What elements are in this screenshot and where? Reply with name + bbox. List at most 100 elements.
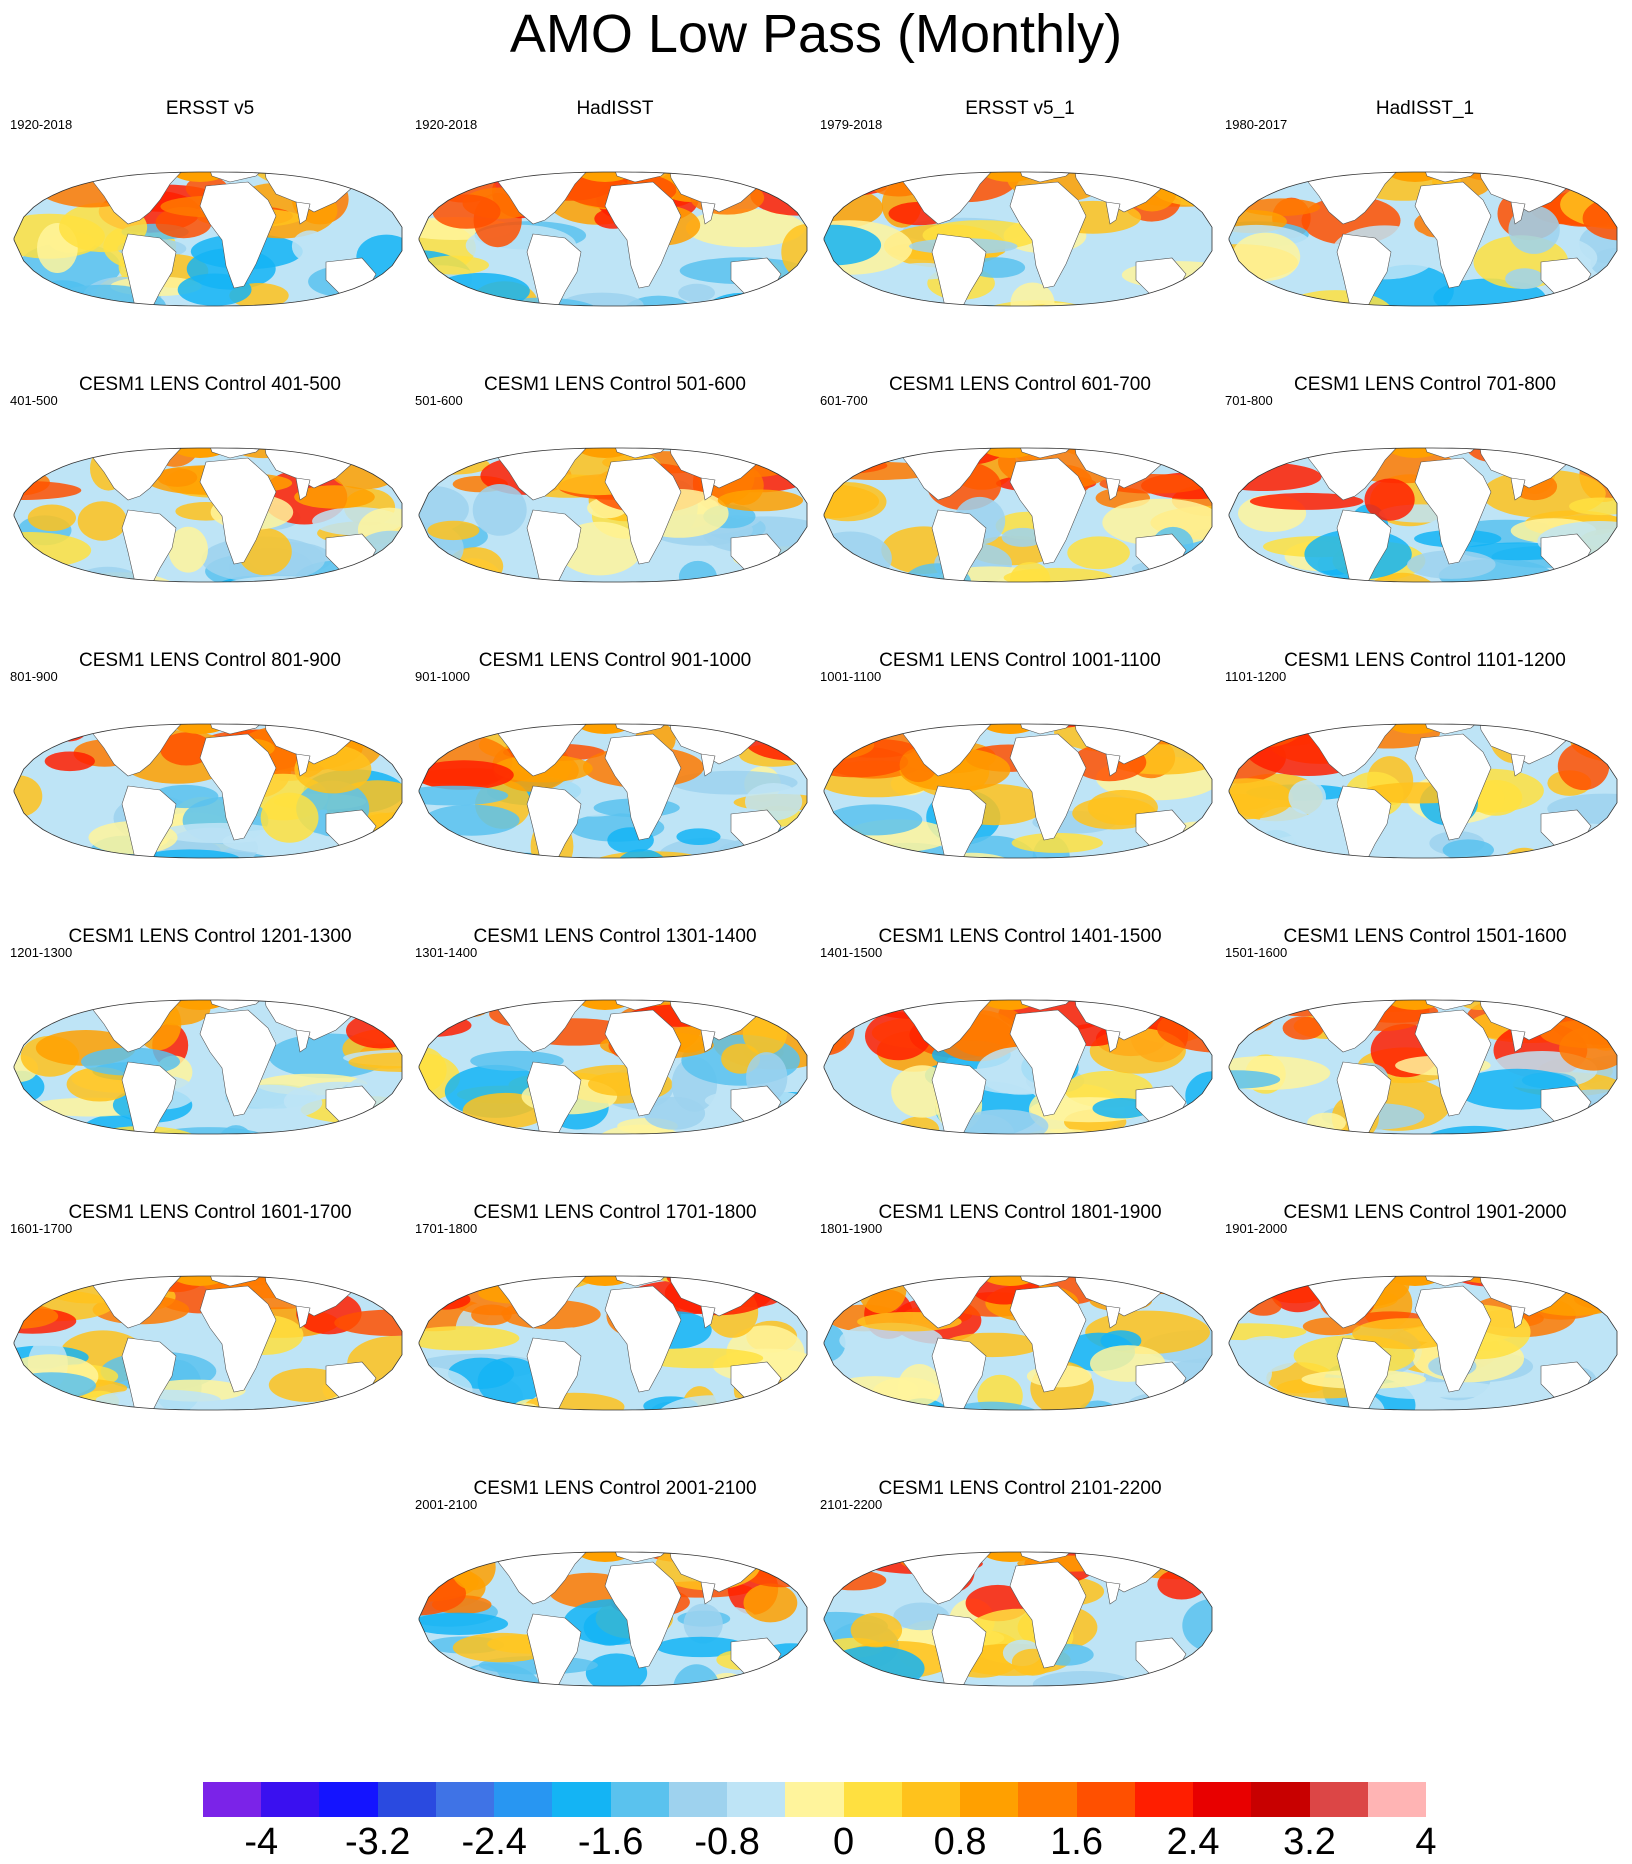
anomaly-blob: [296, 302, 377, 306]
anomaly-blob: [88, 1423, 198, 1461]
land-south-america: [121, 1061, 177, 1134]
world-map: [823, 412, 1213, 642]
anomaly-blob: [1164, 860, 1219, 880]
anomaly-blob: [1273, 1237, 1364, 1267]
anomaly-blob: [711, 1000, 759, 1002]
anomaly-blob: [225, 1424, 305, 1470]
anomaly-blob: [1442, 839, 1495, 858]
anomaly-blob: [1225, 701, 1312, 721]
map-panel: ERSST v5_1 1979-2018: [820, 98, 1220, 360]
sst-anomaly-field: [820, 1276, 1212, 1451]
sst-anomaly-field: [824, 172, 1212, 353]
map-panel: CESM1 LENS Control 1901-2000 1901-2000: [1225, 1202, 1625, 1464]
anomaly-blob: [381, 821, 402, 851]
anomaly-blob: [59, 1276, 114, 1278]
north-atlantic-anomaly: [986, 704, 1026, 724]
anomaly-blob: [705, 1552, 778, 1557]
panel-period-label: 801-900: [10, 669, 58, 684]
panel-title: CESM1 LENS Control 601-700: [889, 374, 1151, 395]
anomaly-blob: [960, 1686, 998, 1709]
land-india: [1510, 753, 1526, 777]
anomaly-blob: [419, 455, 490, 475]
anomaly-blob: [824, 1646, 925, 1686]
panel-period-label: 1901-2000: [1225, 1221, 1288, 1236]
anomaly-blob: [820, 1429, 924, 1451]
land-africa: [1414, 181, 1492, 289]
land-africa: [604, 1285, 682, 1393]
anomaly-blob: [301, 1127, 389, 1134]
anomaly-blob: [1493, 330, 1578, 358]
anomaly-blob: [872, 1377, 940, 1408]
anomaly-blob: [168, 526, 208, 573]
north-atlantic-anomaly: [184, 1259, 204, 1269]
anomaly-blob: [1395, 132, 1510, 163]
anomaly-blob: [472, 1000, 590, 1004]
anomaly-blob: [824, 172, 878, 185]
anomaly-blob: [853, 412, 938, 448]
land-greenland: [601, 1230, 651, 1258]
anomaly-blob: [1083, 599, 1178, 642]
world-map: [820, 1551, 1213, 1742]
anomaly-blob: [824, 1276, 890, 1296]
sst-anomaly-field: [1225, 688, 1617, 858]
north-atlantic-anomaly: [581, 1532, 621, 1552]
anomaly-blob: [711, 696, 755, 712]
land-africa: [1414, 1009, 1492, 1117]
anomaly-blob: [1003, 567, 1113, 582]
north-atlantic-anomaly: [589, 707, 609, 717]
anomaly-blob: [29, 1397, 75, 1410]
anomaly-blob: [1001, 527, 1044, 547]
map-panel: CESM1 LENS Control 1601-1700 1601-1700: [10, 1202, 410, 1464]
map-outline: [418, 447, 808, 583]
anomaly-blob: [1082, 306, 1128, 335]
map-panel: CESM1 LENS Control 2001-2100 2001-2100: [415, 1478, 815, 1740]
anomaly-blob: [1158, 1137, 1220, 1162]
land-africa: [604, 181, 682, 289]
anomaly-blob: [1395, 594, 1448, 612]
anomaly-blob: [1364, 478, 1415, 521]
anomaly-blob: [44, 751, 95, 772]
anomaly-blob: [703, 292, 778, 306]
panel-period-label: 1301-1400: [415, 945, 478, 960]
anomaly-blob: [1596, 172, 1617, 201]
land-south-america: [121, 233, 177, 306]
anomaly-blob: [1011, 319, 1094, 353]
land-south-america: [1336, 785, 1392, 858]
sst-anomaly-field: [14, 448, 402, 608]
anomaly-blob: [334, 1309, 402, 1337]
anomaly-blob: [990, 1707, 1057, 1742]
anomaly-blob: [433, 842, 516, 858]
map-outline: [823, 723, 1213, 859]
panel-period-label: 1920-2018: [10, 117, 73, 132]
anomaly-blob: [1484, 688, 1590, 722]
anomaly-blob: [1078, 1697, 1177, 1738]
land-africa: [199, 1009, 277, 1117]
anomaly-blob: [746, 1276, 807, 1277]
anomaly-blob: [197, 307, 239, 357]
anomaly-blob: [832, 874, 924, 904]
sst-anomaly-field: [419, 1230, 807, 1410]
anomaly-blob: [1231, 1422, 1272, 1450]
anomaly-blob: [543, 304, 618, 306]
anomaly-blob: [1418, 1125, 1530, 1134]
anomaly-blob: [431, 272, 530, 306]
panel-title: CESM1 LENS Control 1301-1400: [473, 926, 757, 947]
land-india: [295, 201, 311, 225]
land-south-america: [931, 233, 987, 306]
map-panel: CESM1 LENS Control 901-1000 901-1000: [415, 650, 815, 912]
panel-title: CESM1 LENS Control 1101-1200: [1284, 650, 1566, 671]
anomaly-blob: [1311, 603, 1364, 620]
land-greenland: [1411, 402, 1461, 430]
anomaly-blob: [820, 1714, 865, 1735]
map-outline: [823, 1275, 1213, 1411]
anomaly-blob: [646, 581, 726, 582]
anomaly-blob: [1245, 1296, 1282, 1316]
anomaly-blob: [594, 1124, 687, 1134]
land-africa: [1009, 1009, 1087, 1117]
anomaly-blob: [54, 592, 149, 608]
anomaly-blob: [748, 1276, 807, 1277]
map-panel: CESM1 LENS Control 601-700 601-700: [820, 374, 1220, 636]
anomaly-blob: [833, 1400, 947, 1410]
north-atlantic-anomaly: [184, 155, 204, 165]
anomaly-blob: [426, 1552, 470, 1559]
